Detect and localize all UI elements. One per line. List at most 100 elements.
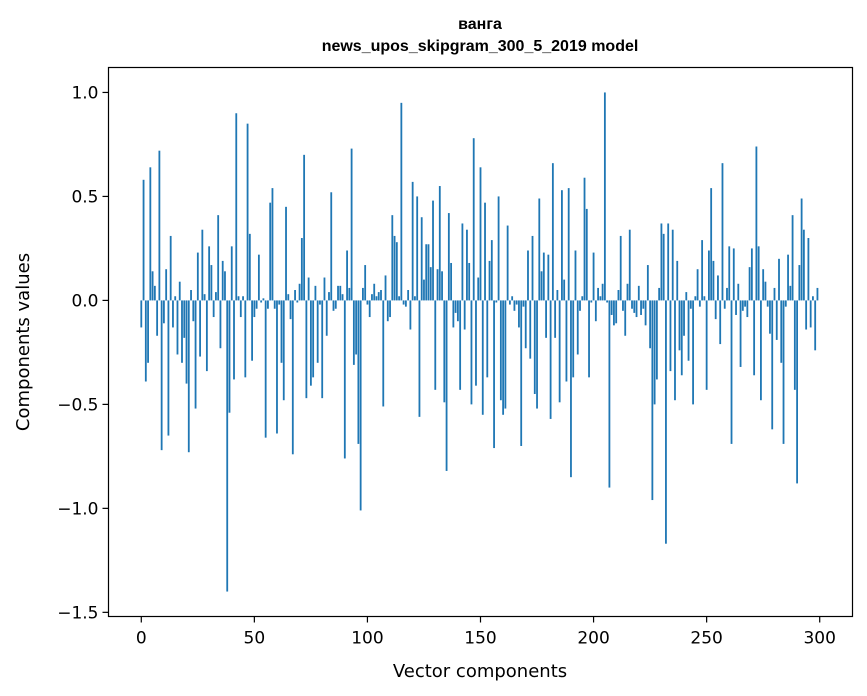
bar bbox=[737, 283, 740, 301]
bar bbox=[490, 240, 493, 301]
bar bbox=[551, 163, 554, 301]
bar bbox=[698, 300, 701, 307]
bar bbox=[626, 283, 629, 301]
bar bbox=[176, 300, 179, 355]
bar bbox=[748, 267, 751, 301]
bar bbox=[384, 275, 387, 301]
bar bbox=[484, 202, 486, 301]
bar bbox=[386, 300, 389, 322]
bar bbox=[800, 198, 803, 301]
bar bbox=[685, 292, 688, 301]
bar bbox=[185, 300, 188, 384]
bar bbox=[574, 250, 577, 301]
bar bbox=[746, 300, 749, 318]
bar bbox=[518, 300, 520, 328]
bar bbox=[212, 300, 215, 318]
bar bbox=[678, 300, 681, 351]
bar bbox=[536, 300, 538, 409]
bar bbox=[210, 265, 213, 301]
bar bbox=[432, 200, 434, 301]
bar bbox=[660, 223, 663, 301]
bar bbox=[735, 300, 737, 315]
y-tick-label: −1.0 bbox=[57, 499, 98, 519]
bar bbox=[628, 229, 631, 301]
bar bbox=[285, 206, 287, 301]
bar bbox=[149, 167, 152, 301]
bar bbox=[608, 300, 611, 488]
bar bbox=[194, 300, 197, 409]
bar bbox=[400, 102, 403, 301]
bar bbox=[597, 287, 599, 301]
bar bbox=[257, 254, 260, 301]
bar bbox=[683, 300, 685, 336]
bar bbox=[479, 167, 482, 301]
bar bbox=[246, 123, 249, 301]
bar bbox=[472, 138, 475, 301]
bar bbox=[429, 267, 432, 301]
bar bbox=[144, 300, 147, 382]
bar bbox=[769, 300, 771, 334]
bar bbox=[538, 198, 541, 301]
bar bbox=[287, 294, 290, 301]
bar bbox=[633, 300, 636, 313]
bar bbox=[506, 225, 509, 301]
bar bbox=[201, 229, 204, 301]
bar bbox=[545, 300, 547, 338]
bar bbox=[710, 188, 713, 301]
bar bbox=[812, 296, 814, 301]
bar bbox=[273, 300, 276, 309]
bar bbox=[644, 300, 647, 326]
bar bbox=[565, 300, 568, 382]
bar bbox=[624, 300, 627, 336]
bar bbox=[142, 179, 145, 301]
bar bbox=[341, 294, 344, 301]
bar bbox=[755, 146, 758, 301]
bar bbox=[714, 300, 717, 320]
bar bbox=[357, 300, 360, 444]
bar bbox=[393, 235, 396, 301]
bar bbox=[730, 300, 733, 444]
bar bbox=[499, 300, 502, 401]
bar bbox=[224, 271, 226, 301]
bar bbox=[576, 300, 579, 355]
bar bbox=[165, 269, 168, 301]
bar bbox=[199, 300, 201, 357]
bar bbox=[409, 300, 412, 330]
bar bbox=[466, 229, 468, 301]
bar bbox=[619, 235, 622, 301]
bar bbox=[294, 290, 296, 301]
bar bbox=[411, 181, 414, 301]
bar bbox=[237, 296, 240, 301]
y-tick-label: 0.5 bbox=[71, 187, 98, 207]
bar bbox=[508, 300, 511, 305]
bar bbox=[463, 300, 466, 330]
bar bbox=[757, 246, 760, 301]
bar bbox=[339, 285, 342, 301]
bar bbox=[264, 300, 267, 438]
bar bbox=[775, 300, 778, 340]
bar bbox=[436, 269, 439, 301]
bar bbox=[780, 300, 783, 363]
bar bbox=[346, 250, 348, 301]
bar bbox=[475, 300, 477, 386]
bar bbox=[640, 300, 642, 315]
bar bbox=[613, 300, 615, 326]
bar bbox=[493, 300, 495, 449]
bar bbox=[719, 300, 722, 345]
bar bbox=[753, 300, 756, 376]
bar bbox=[450, 262, 453, 301]
bar-series bbox=[140, 92, 819, 592]
bar bbox=[563, 279, 566, 301]
bar bbox=[653, 300, 656, 405]
bar bbox=[375, 296, 378, 301]
bar bbox=[280, 300, 283, 363]
bar bbox=[160, 300, 163, 451]
y-axis-ticks: 1.0 0.5 0.0 −0.5 −1.0 −1.5 bbox=[57, 83, 109, 623]
bar bbox=[773, 287, 776, 301]
bar bbox=[418, 300, 421, 417]
bar bbox=[676, 260, 679, 301]
bar bbox=[321, 300, 324, 399]
bar bbox=[524, 300, 527, 349]
bar bbox=[723, 300, 726, 309]
